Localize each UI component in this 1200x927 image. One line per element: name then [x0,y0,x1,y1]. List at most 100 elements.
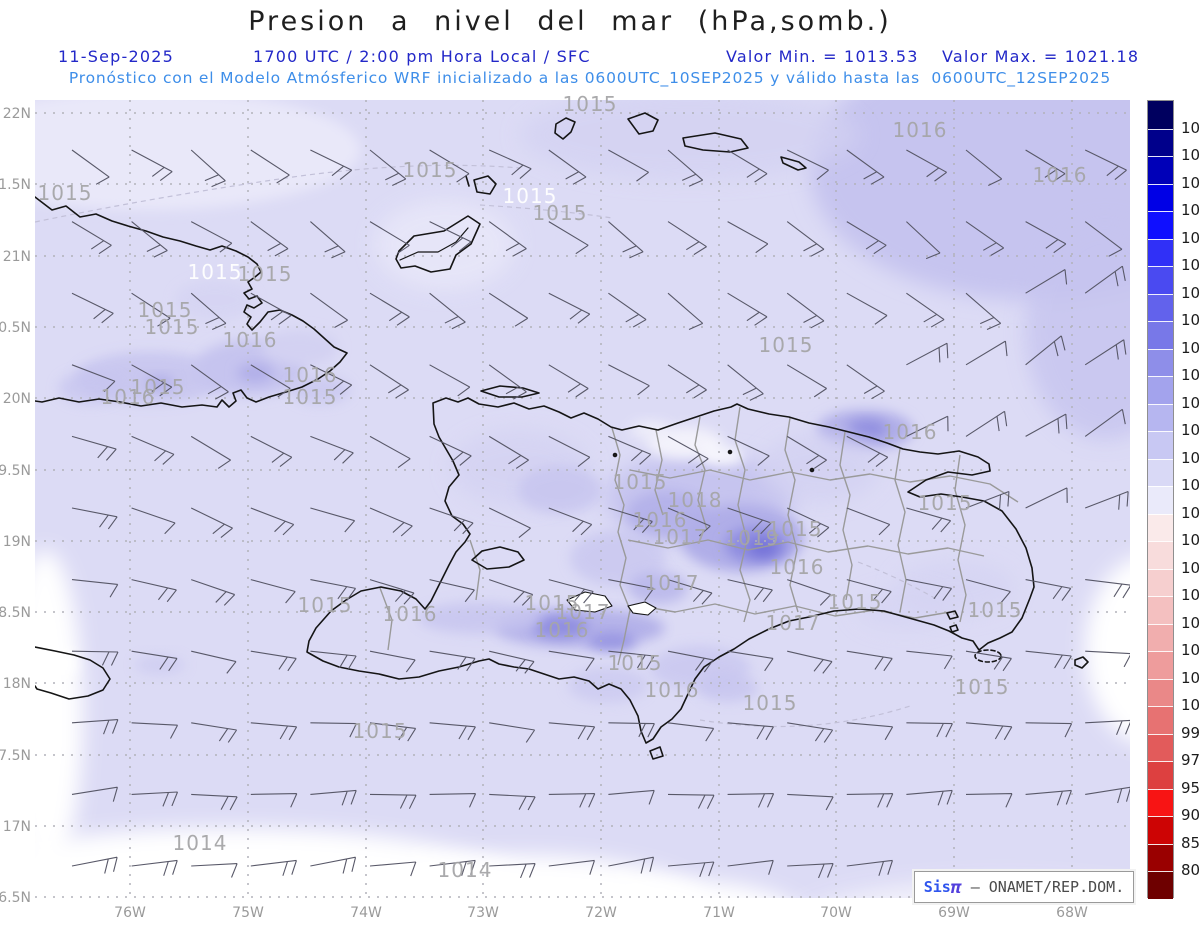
isobar-value-label: 1017 [766,611,821,635]
wind-barb [1025,722,1073,738]
colorbar-tick-label: 1015 [1181,448,1200,467]
colorbar-segment [1148,458,1173,487]
shade-blob [698,674,758,702]
lon-label: 68W [1056,905,1088,921]
isobar-value-label: 1016 [1033,163,1088,187]
border-line [627,539,985,557]
wind-barb [250,435,293,467]
wind-barb [310,650,357,670]
colorbar-segment [1148,761,1173,789]
lat-label: 1.5N [0,177,31,193]
lat-label: 7.5N [0,748,31,764]
wind-barb [965,579,1011,604]
wind-barb [667,722,715,742]
wind-barb [846,292,888,325]
colorbar-tick-label: 1035 [1181,173,1200,192]
shade-blob [375,200,515,290]
border-line [629,469,1019,503]
wind-barb [131,221,168,258]
colorbar-segment [1148,431,1173,459]
wind-barb [727,650,774,672]
wind-barb [548,722,596,741]
wind-barb [191,863,238,878]
colorbar-tick-label: 1013 [1181,503,1200,522]
isobar-value-label: 1015 [955,675,1010,699]
wind-barb [786,221,825,257]
wind-barb [71,579,119,598]
wind-barb [608,722,655,738]
wind-barb [250,507,295,536]
shade-blob [630,421,670,439]
wind-barb [429,292,466,330]
wind-barb [548,149,587,185]
lon-label: 69W [938,905,970,921]
shade-blob [1025,220,1130,440]
island-turks-2 [627,112,659,135]
shade-blob [760,433,880,503]
border-line [894,448,907,613]
isobar-value-label: 1016 [770,555,825,579]
colorbar-segment [1148,733,1173,762]
colorbar-segment [1148,623,1173,652]
wind-barb [965,722,1013,741]
colorbar-tick-label: 1017 [1181,393,1200,412]
wind-barb [727,364,764,401]
wind-barb [787,722,834,743]
isobar-value-label: 1016 [893,118,948,142]
wind-barb [846,579,892,604]
wind-barb [608,292,647,328]
wind-barb [250,292,292,325]
wind-barb [369,861,417,877]
wind-barb [1085,786,1130,804]
lon-label: 71W [703,905,735,921]
wind-barb [1025,650,1072,670]
shade-blob [49,652,77,676]
wind-barb [965,149,1003,187]
wind-barb [727,221,769,254]
colorbar-tick-label: 1000 [1181,696,1200,715]
wind-barb [131,149,173,182]
isobar-dashed [479,204,613,219]
wind-barb [906,149,947,182]
colorbar-segment [1148,706,1173,734]
wind-barb [608,650,655,670]
wind-barb [369,292,410,326]
colorbar-tick-label: 1050 [1181,118,1200,137]
value-max: Valor Max. = 1021.18 [942,47,1140,66]
wind-barb [71,719,119,735]
wind-barb [787,793,834,811]
wind-barb [727,507,772,535]
border-haiti-dr [611,427,631,666]
wind-barb [310,292,348,328]
island-turks-3 [682,132,749,153]
wind-barb [608,789,655,805]
isobar-value-label: 1015 [918,491,973,515]
wind-barb [667,793,715,809]
pressure-colorbar [1147,100,1174,899]
wind-barb [488,364,527,400]
wind-barb [667,149,704,187]
lon-label: 70W [820,905,852,921]
wind-barb [1025,487,1068,509]
attribution-org: ONAMET/REP.DOM. [988,878,1125,896]
wind-barb [1084,221,1123,257]
isobar-value-label: 1015 [298,593,353,617]
wind-barb [489,579,534,606]
wind-barb [727,722,774,741]
isobar-value-label: 1015 [353,719,408,743]
shade-blob [35,550,83,880]
sispi-logo: Sis [923,878,951,896]
wind-barb [608,149,649,182]
wind-barb [786,435,827,469]
wind-barb [310,579,356,601]
island-cay [949,624,959,633]
wind-barb [310,789,357,806]
isobar-value-label: 1015 [188,260,243,284]
shade-blob [532,616,588,638]
wind-barb [667,435,709,468]
colorbar-tick-label: 1008 [1181,586,1200,605]
wind-barb [369,650,416,673]
shade-blob [588,633,636,651]
wind-barb [1025,221,1067,254]
